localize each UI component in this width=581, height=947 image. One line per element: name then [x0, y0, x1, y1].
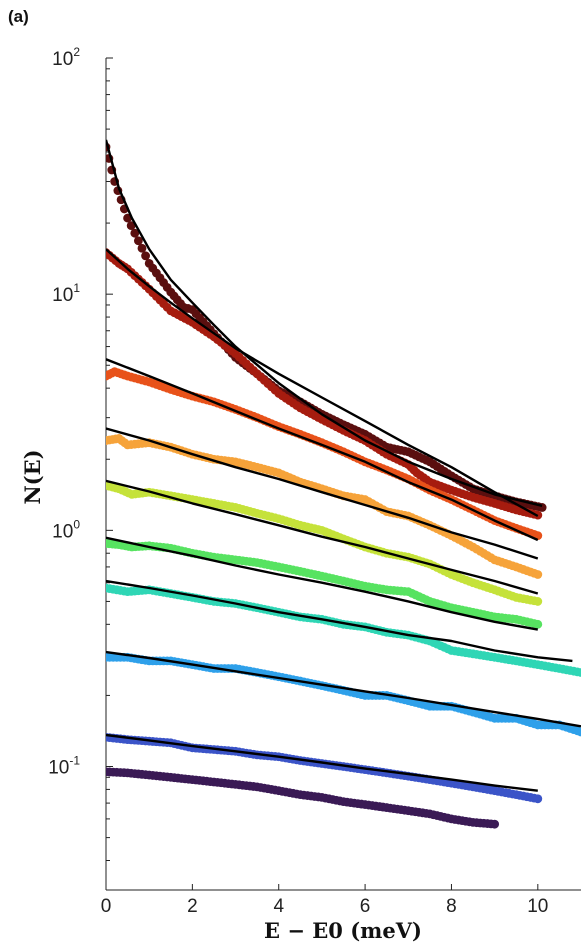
y-tick-base: 10	[52, 49, 73, 70]
y-tick-base: 10	[48, 758, 69, 779]
data-point	[533, 597, 543, 606]
fit-line-0	[106, 139, 543, 507]
fit-line-1	[106, 248, 539, 518]
y-tick-exponent: -1	[69, 754, 80, 768]
x-tick-label: 10	[527, 896, 548, 917]
series-7	[106, 652, 581, 737]
data-point	[490, 819, 500, 829]
y-tick-label: 102	[52, 45, 80, 70]
data-point	[533, 794, 543, 804]
series-2	[106, 367, 543, 541]
data-point	[576, 668, 581, 677]
fit-line-2	[106, 358, 539, 542]
y-tick-base: 10	[52, 521, 73, 542]
y-tick-label: 100	[52, 517, 80, 542]
data-point	[133, 236, 143, 246]
y-tick-exponent: 2	[73, 45, 80, 59]
data-point	[576, 727, 581, 737]
y-tick-exponent: 0	[73, 517, 80, 531]
series-9	[106, 767, 500, 829]
fit-line-8	[106, 733, 538, 792]
fit-line-7	[106, 650, 581, 728]
y-tick-exponent: 1	[73, 281, 80, 295]
y-tick-label: 10-1	[48, 754, 80, 779]
fit-line-6	[106, 579, 573, 663]
data-point	[126, 221, 136, 231]
data-point	[533, 570, 543, 579]
x-tick-label: 0	[101, 896, 112, 917]
x-tick-label: 8	[446, 896, 457, 917]
x-axis-label: E − E0 (meV)	[264, 918, 422, 943]
data-point	[533, 619, 543, 629]
y-axis-label: N(E)	[20, 449, 45, 504]
series-3	[106, 434, 543, 579]
fit-line-5	[106, 536, 539, 631]
x-tick-label: 4	[273, 896, 284, 917]
y-tick-label: 101	[52, 281, 80, 306]
x-tick-label: 6	[360, 896, 371, 917]
plot-data	[106, 139, 581, 829]
panel-label: (a)	[8, 7, 29, 26]
data-point	[130, 228, 140, 238]
fit-line-4	[106, 479, 539, 595]
y-tick-base: 10	[52, 285, 73, 306]
data-point	[137, 243, 147, 253]
series-0	[106, 142, 547, 512]
plot-axes	[105, 57, 581, 891]
x-tick-label: 2	[187, 896, 198, 917]
fit-line-3	[106, 427, 539, 560]
data-point	[141, 251, 150, 261]
